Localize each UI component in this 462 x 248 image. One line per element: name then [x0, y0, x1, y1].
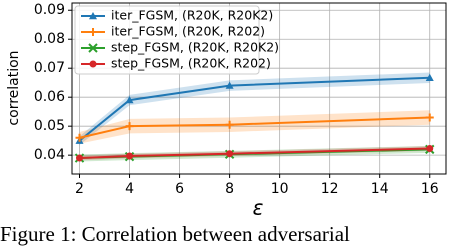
x-tick-label: 4 [125, 181, 134, 197]
y-tick-label: 0.09 [34, 2, 65, 18]
marker [225, 81, 234, 89]
marker [75, 133, 84, 142]
legend-marker [89, 60, 97, 68]
legend-marker [89, 12, 97, 20]
line [79, 116, 430, 139]
plot-frame [71, 2, 447, 175]
marker [226, 150, 234, 158]
y-axis-label: correlation [6, 50, 22, 125]
legend-marker [89, 28, 97, 36]
marker [126, 152, 134, 160]
marker [425, 113, 434, 122]
error-band [79, 110, 430, 144]
marker [426, 144, 434, 152]
y-tick-label: 0.04 [34, 147, 65, 163]
error-band [79, 72, 430, 146]
marker [76, 154, 84, 162]
x-tick-label: 14 [371, 181, 389, 197]
x-tick-label: 6 [175, 181, 184, 197]
x-tick-label: 10 [271, 181, 289, 197]
caption: Figure 1: Correlation between adversaria… [0, 222, 350, 246]
marker [125, 122, 134, 131]
legend-label: iter_FGSM, (R20K, R202) [111, 24, 265, 39]
marker [225, 120, 234, 129]
marker [125, 96, 134, 104]
legend-label: step_FGSM, (R20K, R202) [111, 56, 271, 71]
x-tick-label: 12 [321, 181, 339, 197]
line [78, 76, 430, 142]
legend-marker [88, 43, 98, 53]
x-axis-label: ε [253, 196, 264, 220]
x-tick-label: 2 [75, 181, 84, 197]
y-tick-label: 0.08 [34, 31, 65, 47]
x-tick-label: 8 [225, 181, 234, 197]
marker [425, 73, 434, 81]
legend-label: step_FGSM, (R20K, R20K2) [111, 40, 279, 55]
legend: iter_FGSM, (R20K, R20K2)iter_FGSM, (R20K… [74, 5, 279, 75]
x-tick-label: 16 [421, 181, 439, 197]
legend-label: iter_FGSM, (R20K, R20K2) [111, 8, 273, 23]
line [79, 147, 430, 160]
legend-box [74, 5, 260, 75]
y-tick-label: 0.07 [34, 60, 65, 76]
y-tick-label: 0.05 [34, 118, 65, 134]
y-tick-label: 0.06 [34, 89, 65, 105]
